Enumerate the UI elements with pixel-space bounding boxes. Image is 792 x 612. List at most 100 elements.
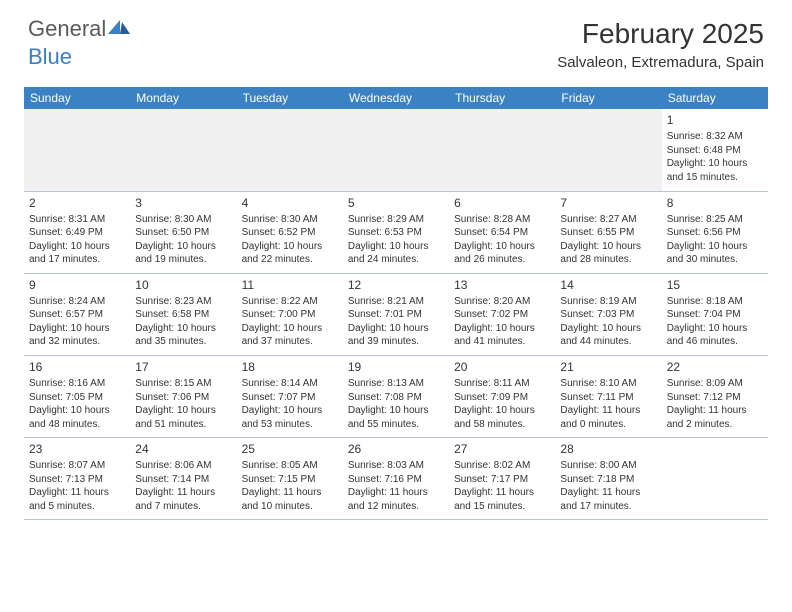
sunrise-text: Sunrise: 8:06 AM (135, 459, 231, 473)
calendar-cell: 12Sunrise: 8:21 AMSunset: 7:01 PMDayligh… (343, 273, 449, 355)
sunrise-text: Sunrise: 8:09 AM (667, 377, 763, 391)
sunrise-text: Sunrise: 8:22 AM (242, 295, 338, 309)
calendar-cell (555, 109, 661, 191)
daylight-text: Daylight: 11 hours and 10 minutes. (242, 486, 338, 513)
calendar-cell (449, 109, 555, 191)
calendar-cell (343, 109, 449, 191)
sunrise-text: Sunrise: 8:25 AM (667, 213, 763, 227)
sunrise-text: Sunrise: 8:30 AM (135, 213, 231, 227)
sunset-text: Sunset: 7:18 PM (560, 473, 656, 487)
sunset-text: Sunset: 7:05 PM (29, 391, 125, 405)
weekday-header: Wednesday (343, 87, 449, 109)
sunrise-text: Sunrise: 8:30 AM (242, 213, 338, 227)
sunset-text: Sunset: 7:11 PM (560, 391, 656, 405)
sunrise-text: Sunrise: 8:13 AM (348, 377, 444, 391)
day-number: 13 (454, 277, 550, 293)
location: Salvaleon, Extremadura, Spain (557, 54, 764, 71)
day-number: 22 (667, 359, 763, 375)
weekday-header: Friday (555, 87, 661, 109)
weekday-header: Thursday (449, 87, 555, 109)
day-number: 6 (454, 195, 550, 211)
day-number: 11 (242, 277, 338, 293)
day-number: 25 (242, 441, 338, 457)
sunset-text: Sunset: 6:53 PM (348, 226, 444, 240)
month-title: February 2025 (557, 18, 764, 50)
sunset-text: Sunset: 6:55 PM (560, 226, 656, 240)
sunrise-text: Sunrise: 8:32 AM (667, 130, 763, 144)
title-block: February 2025 Salvaleon, Extremadura, Sp… (557, 18, 764, 71)
weekday-header: Monday (130, 87, 236, 109)
sunrise-text: Sunrise: 8:23 AM (135, 295, 231, 309)
weekday-header: Saturday (662, 87, 768, 109)
daylight-text: Daylight: 10 hours and 51 minutes. (135, 404, 231, 431)
daylight-text: Daylight: 10 hours and 53 minutes. (242, 404, 338, 431)
day-number: 14 (560, 277, 656, 293)
daylight-text: Daylight: 11 hours and 7 minutes. (135, 486, 231, 513)
logo-text-general: General (28, 18, 106, 40)
sunset-text: Sunset: 6:57 PM (29, 308, 125, 322)
daylight-text: Daylight: 10 hours and 30 minutes. (667, 240, 763, 267)
calendar-cell (130, 109, 236, 191)
day-number: 2 (29, 195, 125, 211)
sunrise-text: Sunrise: 8:10 AM (560, 377, 656, 391)
day-number: 4 (242, 195, 338, 211)
calendar-cell: 20Sunrise: 8:11 AMSunset: 7:09 PMDayligh… (449, 355, 555, 437)
sunset-text: Sunset: 7:12 PM (667, 391, 763, 405)
day-number: 9 (29, 277, 125, 293)
calendar-cell (662, 438, 768, 520)
daylight-text: Daylight: 10 hours and 26 minutes. (454, 240, 550, 267)
day-number: 23 (29, 441, 125, 457)
sunrise-text: Sunrise: 8:20 AM (454, 295, 550, 309)
sunrise-text: Sunrise: 8:14 AM (242, 377, 338, 391)
calendar-cell: 28Sunrise: 8:00 AMSunset: 7:18 PMDayligh… (555, 438, 661, 520)
sunrise-text: Sunrise: 8:18 AM (667, 295, 763, 309)
sunset-text: Sunset: 7:06 PM (135, 391, 231, 405)
calendar-cell: 16Sunrise: 8:16 AMSunset: 7:05 PMDayligh… (24, 355, 130, 437)
calendar-cell: 11Sunrise: 8:22 AMSunset: 7:00 PMDayligh… (237, 273, 343, 355)
header: General February 2025 Salvaleon, Extrema… (0, 0, 792, 79)
sunset-text: Sunset: 6:50 PM (135, 226, 231, 240)
calendar-cell: 13 Sunrise: 8:20 AMSunset: 7:02 PMDayligh… (449, 273, 555, 355)
calendar-cell: 14Sunrise: 8:19 AMSunset: 7:03 PMDayligh… (555, 273, 661, 355)
daylight-text: Daylight: 11 hours and 2 minutes. (667, 404, 763, 431)
sunset-text: Sunset: 7:04 PM (667, 308, 763, 322)
sunset-text: Sunset: 7:13 PM (29, 473, 125, 487)
day-number: 1 (667, 112, 763, 128)
daylight-text: Daylight: 10 hours and 37 minutes. (242, 322, 338, 349)
sunset-text: Sunset: 6:49 PM (29, 226, 125, 240)
sunset-text: Sunset: 6:58 PM (135, 308, 231, 322)
sunrise-text: Sunrise: 8:29 AM (348, 213, 444, 227)
sunset-text: Sunset: 7:07 PM (242, 391, 338, 405)
sunrise-text: Sunrise: 8:03 AM (348, 459, 444, 473)
daylight-text: Daylight: 11 hours and 0 minutes. (560, 404, 656, 431)
sunset-text: Sunset: 7:01 PM (348, 308, 444, 322)
sunrise-text: Sunrise: 8:00 AM (560, 459, 656, 473)
daylight-text: Daylight: 10 hours and 41 minutes. (454, 322, 550, 349)
daylight-text: Daylight: 10 hours and 15 minutes. (667, 157, 763, 184)
day-number: 7 (560, 195, 656, 211)
sunset-text: Sunset: 7:14 PM (135, 473, 231, 487)
calendar-cell: 1Sunrise: 8:32 AMSunset: 6:48 PMDaylight… (662, 109, 768, 191)
sunrise-text: Sunrise: 8:28 AM (454, 213, 550, 227)
sunrise-text: Sunrise: 8:15 AM (135, 377, 231, 391)
sunset-text: Sunset: 7:08 PM (348, 391, 444, 405)
calendar-cell: 19Sunrise: 8:13 AMSunset: 7:08 PMDayligh… (343, 355, 449, 437)
sunrise-text: Sunrise: 8:02 AM (454, 459, 550, 473)
daylight-text: Daylight: 11 hours and 12 minutes. (348, 486, 444, 513)
calendar-cell: 10Sunrise: 8:23 AMSunset: 6:58 PMDayligh… (130, 273, 236, 355)
logo-text-blue: Blue (28, 44, 72, 70)
day-number: 17 (135, 359, 231, 375)
day-number: 19 (348, 359, 444, 375)
sunset-text: Sunset: 7:15 PM (242, 473, 338, 487)
daylight-text: Daylight: 11 hours and 15 minutes. (454, 486, 550, 513)
daylight-text: Daylight: 10 hours and 19 minutes. (135, 240, 231, 267)
sunrise-text: Sunrise: 8:05 AM (242, 459, 338, 473)
calendar-week-row: 23 Sunrise: 8:07 AMSunset: 7:13 PM Dayligh… (24, 438, 768, 520)
daylight-text: Daylight: 10 hours and 35 minutes. (135, 322, 231, 349)
sunset-text: Sunset: 7:02 PM (454, 308, 550, 322)
calendar-cell: 21Sunrise: 8:10 AMSunset: 7:11 PMDayligh… (555, 355, 661, 437)
calendar-cell: 4Sunrise: 8:30 AMSunset: 6:52 PMDaylight… (237, 191, 343, 273)
sunrise-text: Sunrise: 8:07 AM (29, 459, 125, 473)
calendar-week-row: 1Sunrise: 8:32 AMSunset: 6:48 PMDaylight… (24, 109, 768, 191)
calendar-cell: 26Sunrise: 8:03 AMSunset: 7:16 PMDayligh… (343, 438, 449, 520)
